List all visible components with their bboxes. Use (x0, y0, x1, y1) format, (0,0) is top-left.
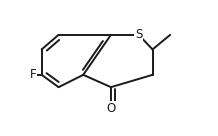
Text: O: O (106, 102, 116, 115)
Text: S: S (135, 28, 142, 41)
Text: F: F (30, 68, 36, 81)
